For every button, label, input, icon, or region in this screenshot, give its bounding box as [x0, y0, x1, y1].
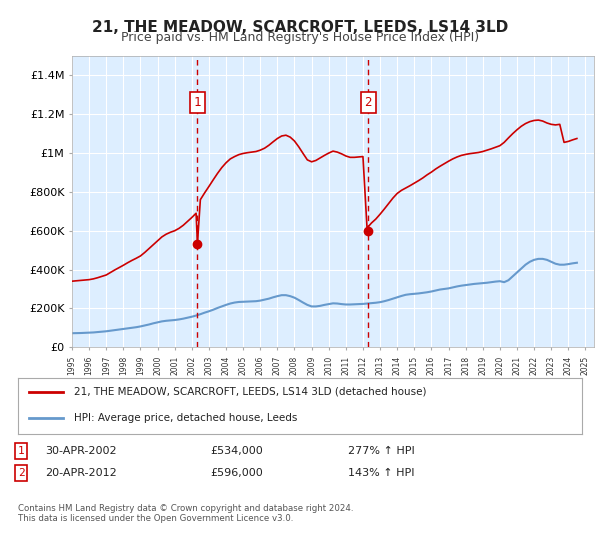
Text: 1995: 1995	[67, 356, 77, 375]
Text: 2000: 2000	[153, 356, 162, 375]
Text: 2021: 2021	[512, 356, 521, 375]
Text: 2019: 2019	[478, 356, 487, 375]
Text: HPI: Average price, detached house, Leeds: HPI: Average price, detached house, Leed…	[74, 413, 298, 423]
Text: 2016: 2016	[427, 356, 436, 375]
Text: 2024: 2024	[564, 356, 573, 375]
Text: 2: 2	[364, 96, 372, 109]
Text: Contains HM Land Registry data © Crown copyright and database right 2024.
This d: Contains HM Land Registry data © Crown c…	[18, 504, 353, 524]
Text: 2007: 2007	[273, 356, 282, 375]
Text: 1998: 1998	[119, 356, 128, 375]
Text: 2011: 2011	[341, 356, 350, 375]
Text: 21, THE MEADOW, SCARCROFT, LEEDS, LS14 3LD (detached house): 21, THE MEADOW, SCARCROFT, LEEDS, LS14 3…	[74, 387, 427, 397]
Text: 21, THE MEADOW, SCARCROFT, LEEDS, LS14 3LD: 21, THE MEADOW, SCARCROFT, LEEDS, LS14 3…	[92, 20, 508, 35]
Text: 1996: 1996	[85, 356, 94, 375]
Text: 2008: 2008	[290, 356, 299, 375]
Text: 2020: 2020	[496, 356, 505, 375]
Text: 143% ↑ HPI: 143% ↑ HPI	[348, 468, 415, 478]
Text: 2006: 2006	[256, 356, 265, 375]
Text: 1999: 1999	[136, 356, 145, 375]
Text: £596,000: £596,000	[210, 468, 263, 478]
Text: 2018: 2018	[461, 356, 470, 375]
Text: 2022: 2022	[530, 356, 539, 375]
Text: 2023: 2023	[547, 356, 556, 375]
Text: 2: 2	[17, 468, 25, 478]
Text: 2013: 2013	[376, 356, 385, 375]
Text: 2025: 2025	[581, 356, 590, 375]
Text: 2003: 2003	[205, 356, 214, 375]
Text: 2015: 2015	[410, 356, 419, 375]
Text: 1: 1	[17, 446, 25, 456]
Text: 2004: 2004	[221, 356, 230, 375]
Text: 2001: 2001	[170, 356, 179, 375]
Text: Price paid vs. HM Land Registry's House Price Index (HPI): Price paid vs. HM Land Registry's House …	[121, 31, 479, 44]
Text: 2017: 2017	[444, 356, 453, 375]
Text: 2010: 2010	[324, 356, 333, 375]
Text: 2005: 2005	[239, 356, 248, 375]
Text: 277% ↑ HPI: 277% ↑ HPI	[348, 446, 415, 456]
Text: 2009: 2009	[307, 356, 316, 375]
Text: 20-APR-2012: 20-APR-2012	[45, 468, 117, 478]
Text: 2014: 2014	[392, 356, 401, 375]
Text: £534,000: £534,000	[210, 446, 263, 456]
Text: 2012: 2012	[358, 356, 367, 375]
Text: 2002: 2002	[187, 356, 196, 375]
Text: 1997: 1997	[102, 356, 111, 375]
Text: 30-APR-2002: 30-APR-2002	[45, 446, 116, 456]
Text: 1: 1	[194, 96, 201, 109]
